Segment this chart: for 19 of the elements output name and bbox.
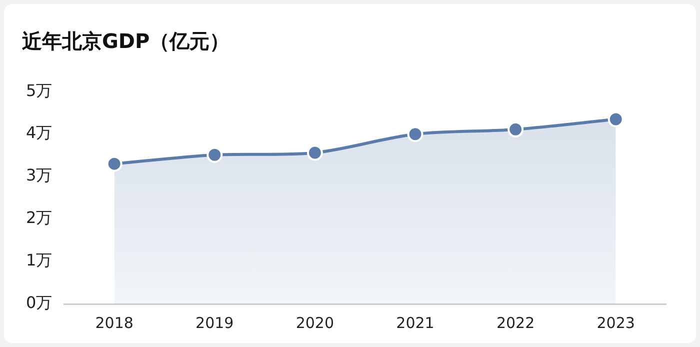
x-tick-label: 2019 [196, 314, 234, 332]
x-tick-label: 2023 [596, 314, 635, 332]
x-tick-label: 2022 [496, 314, 535, 332]
y-tick-label: 0万 [26, 293, 52, 312]
x-tick-label: 2018 [95, 314, 134, 332]
y-tick-label: 3万 [26, 166, 52, 185]
x-tick-label: 2020 [296, 314, 334, 332]
y-tick-label: 4万 [26, 123, 52, 142]
point [608, 111, 624, 128]
y-tick-label: 2万 [26, 208, 52, 228]
point [407, 126, 424, 142]
y-tick-label: 1万 [26, 250, 52, 270]
point [306, 144, 323, 161]
y-tick-label: 5万 [26, 80, 52, 100]
point [508, 121, 524, 138]
chart-title: 近年北京GDP（亿元） [22, 28, 230, 55]
x-tick-label: 2021 [396, 314, 434, 332]
point [206, 146, 223, 163]
point [106, 156, 122, 172]
